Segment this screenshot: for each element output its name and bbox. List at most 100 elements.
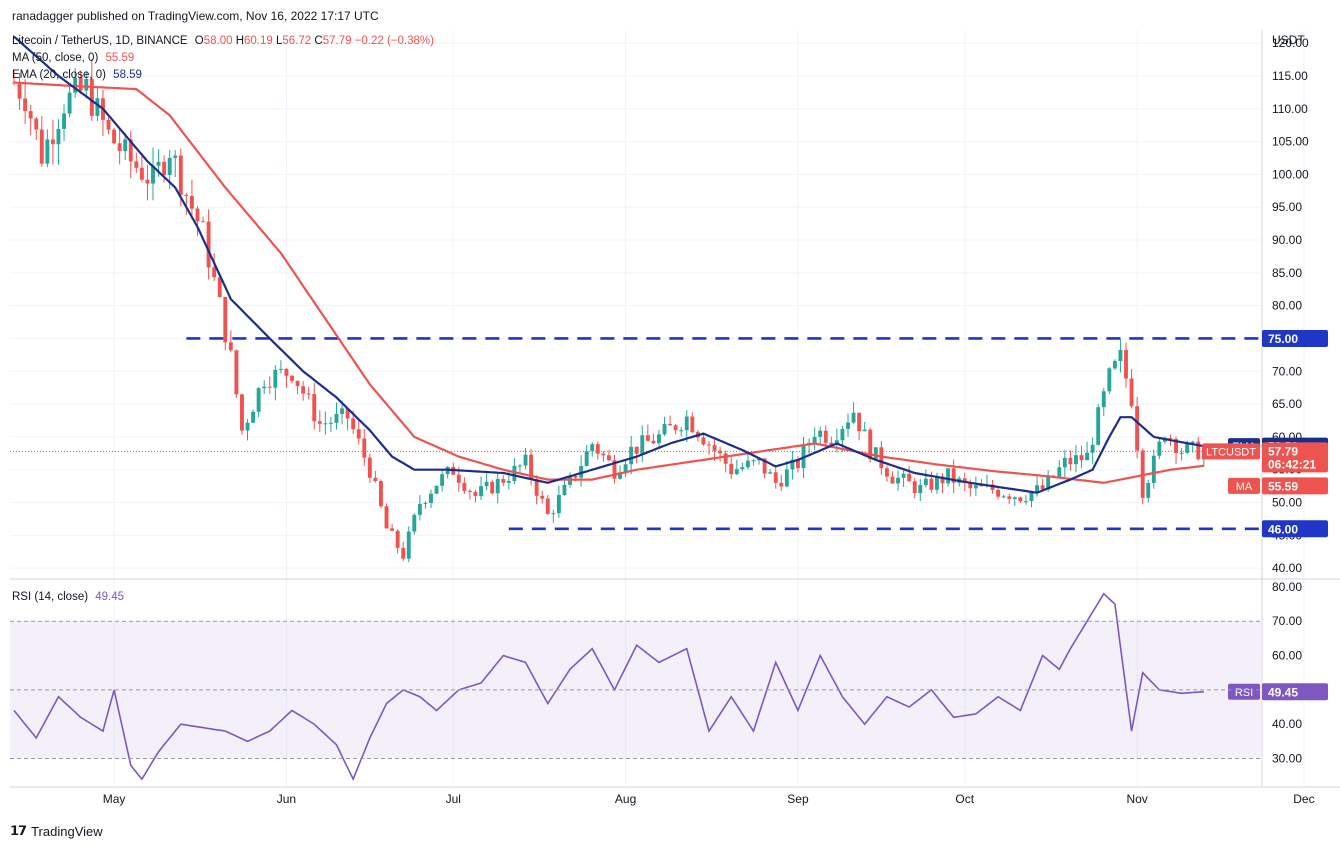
candle-body: [901, 473, 906, 478]
candle-body: [1190, 441, 1195, 444]
candle-body: [212, 267, 217, 278]
candle-body: [690, 416, 695, 433]
candle-body: [1057, 467, 1062, 477]
ma-legend-value: 55.59: [105, 52, 135, 64]
candle-body: [112, 129, 117, 144]
candle-body: [595, 444, 600, 454]
candle-body: [334, 413, 339, 423]
candle-body: [490, 481, 495, 494]
candle-body: [362, 438, 367, 458]
candle-body: [317, 421, 322, 424]
close-label: C: [314, 35, 323, 47]
candle-body: [707, 444, 711, 446]
time-tick-label: Jun: [277, 792, 296, 806]
ma-name-tag: MA: [1228, 477, 1260, 494]
low-value: 56.72: [282, 35, 312, 47]
candle-body: [679, 430, 684, 432]
rsi-value-tag: 49.45: [1262, 683, 1328, 701]
price-value-tag-text: 57.79: [1268, 444, 1298, 458]
price-tick-label: 65.00: [1272, 397, 1302, 411]
candle-body: [912, 481, 917, 494]
candle-body: [1007, 496, 1012, 499]
candle-body: [612, 460, 617, 479]
candle-body: [395, 530, 400, 548]
candle-body: [846, 422, 850, 429]
candle-body: [518, 465, 522, 467]
candle-body: [278, 368, 283, 370]
candle-body: [323, 423, 328, 425]
rsi-tick-label: 30.00: [1272, 752, 1302, 766]
candle-body: [890, 476, 895, 484]
price-tick-label: 70.00: [1272, 364, 1302, 378]
candle-body: [879, 447, 884, 469]
ma-name-tag-text: MA: [1236, 481, 1253, 493]
candle-body: [796, 459, 800, 469]
candle-body: [668, 424, 673, 426]
candle-body: [206, 221, 211, 268]
candle-body: [829, 442, 834, 445]
price-tick-label: 50.00: [1272, 496, 1302, 510]
candle-body: [1101, 391, 1106, 408]
candle-body: [1174, 438, 1178, 454]
candle-body: [623, 464, 628, 473]
time-tick-label: Oct: [955, 792, 974, 806]
candle-body: [412, 514, 417, 532]
price-value-tag-text: 06:42:21: [1268, 457, 1316, 471]
resistance-tag: 75.00: [1262, 329, 1328, 347]
candle-body: [228, 342, 233, 351]
candle-body: [996, 489, 1001, 497]
candle-body: [1179, 452, 1184, 454]
candle-body: [256, 388, 261, 412]
rsi-name-tag: RSI: [1228, 683, 1260, 700]
price-tags: 75.0046.0058.59EMA57.7906:42:21LTCUSDTMA…: [1202, 329, 1328, 701]
support-tag-bg: [1262, 520, 1328, 538]
candle-body: [28, 111, 33, 119]
rsi-value-tag-text: 49.45: [1268, 685, 1298, 699]
candle-body: [673, 425, 678, 431]
watermark-text: TradingView: [31, 823, 103, 839]
candle-body: [784, 469, 789, 487]
candle-body: [729, 463, 734, 475]
price-value-tag-bg: [1262, 442, 1328, 473]
candle-body: [495, 478, 500, 494]
candle-body: [818, 430, 823, 437]
candle-body: [529, 454, 534, 480]
price-tick-label: 40.00: [1272, 561, 1302, 575]
candle-body: [629, 446, 634, 465]
candle-body: [201, 221, 205, 223]
candle-body: [940, 476, 945, 484]
candle-body: [50, 139, 55, 145]
candle-body: [39, 129, 44, 164]
rsi-legend-label: RSI (14, close): [12, 591, 89, 603]
candle-body: [1023, 501, 1028, 503]
candle-body: [929, 478, 934, 490]
candle-body: [1129, 378, 1134, 407]
candle-body: [223, 296, 228, 343]
candle-body: [106, 119, 111, 130]
open-value: 58.00: [203, 35, 233, 47]
price-name-tag-bg: [1202, 443, 1260, 460]
price-tick-label: 120.00: [1272, 36, 1309, 50]
candle-body: [712, 445, 717, 451]
candle-body: [606, 455, 611, 461]
candle-body: [267, 386, 272, 388]
candle-body: [790, 459, 795, 470]
price-tick-label: 110.00: [1272, 102, 1308, 116]
candle-body: [935, 476, 939, 490]
candle-body: [467, 491, 472, 493]
candle-body: [1001, 496, 1006, 498]
candle-body: [290, 375, 294, 381]
candle-body: [1096, 407, 1101, 445]
candle-body: [601, 453, 606, 456]
candle-body: [657, 434, 661, 444]
rsi-legend: RSI (14, close) 49.45: [12, 591, 124, 603]
candle-body: [1040, 485, 1045, 490]
support-tag: 46.00: [1262, 520, 1328, 538]
rsi-name-tag-bg: [1228, 683, 1260, 700]
open-label: O: [194, 35, 204, 47]
candle-body: [634, 446, 639, 454]
candle-body: [1012, 497, 1017, 499]
candle-body: [295, 380, 300, 387]
support-tag-text: 46.00: [1268, 522, 1298, 536]
